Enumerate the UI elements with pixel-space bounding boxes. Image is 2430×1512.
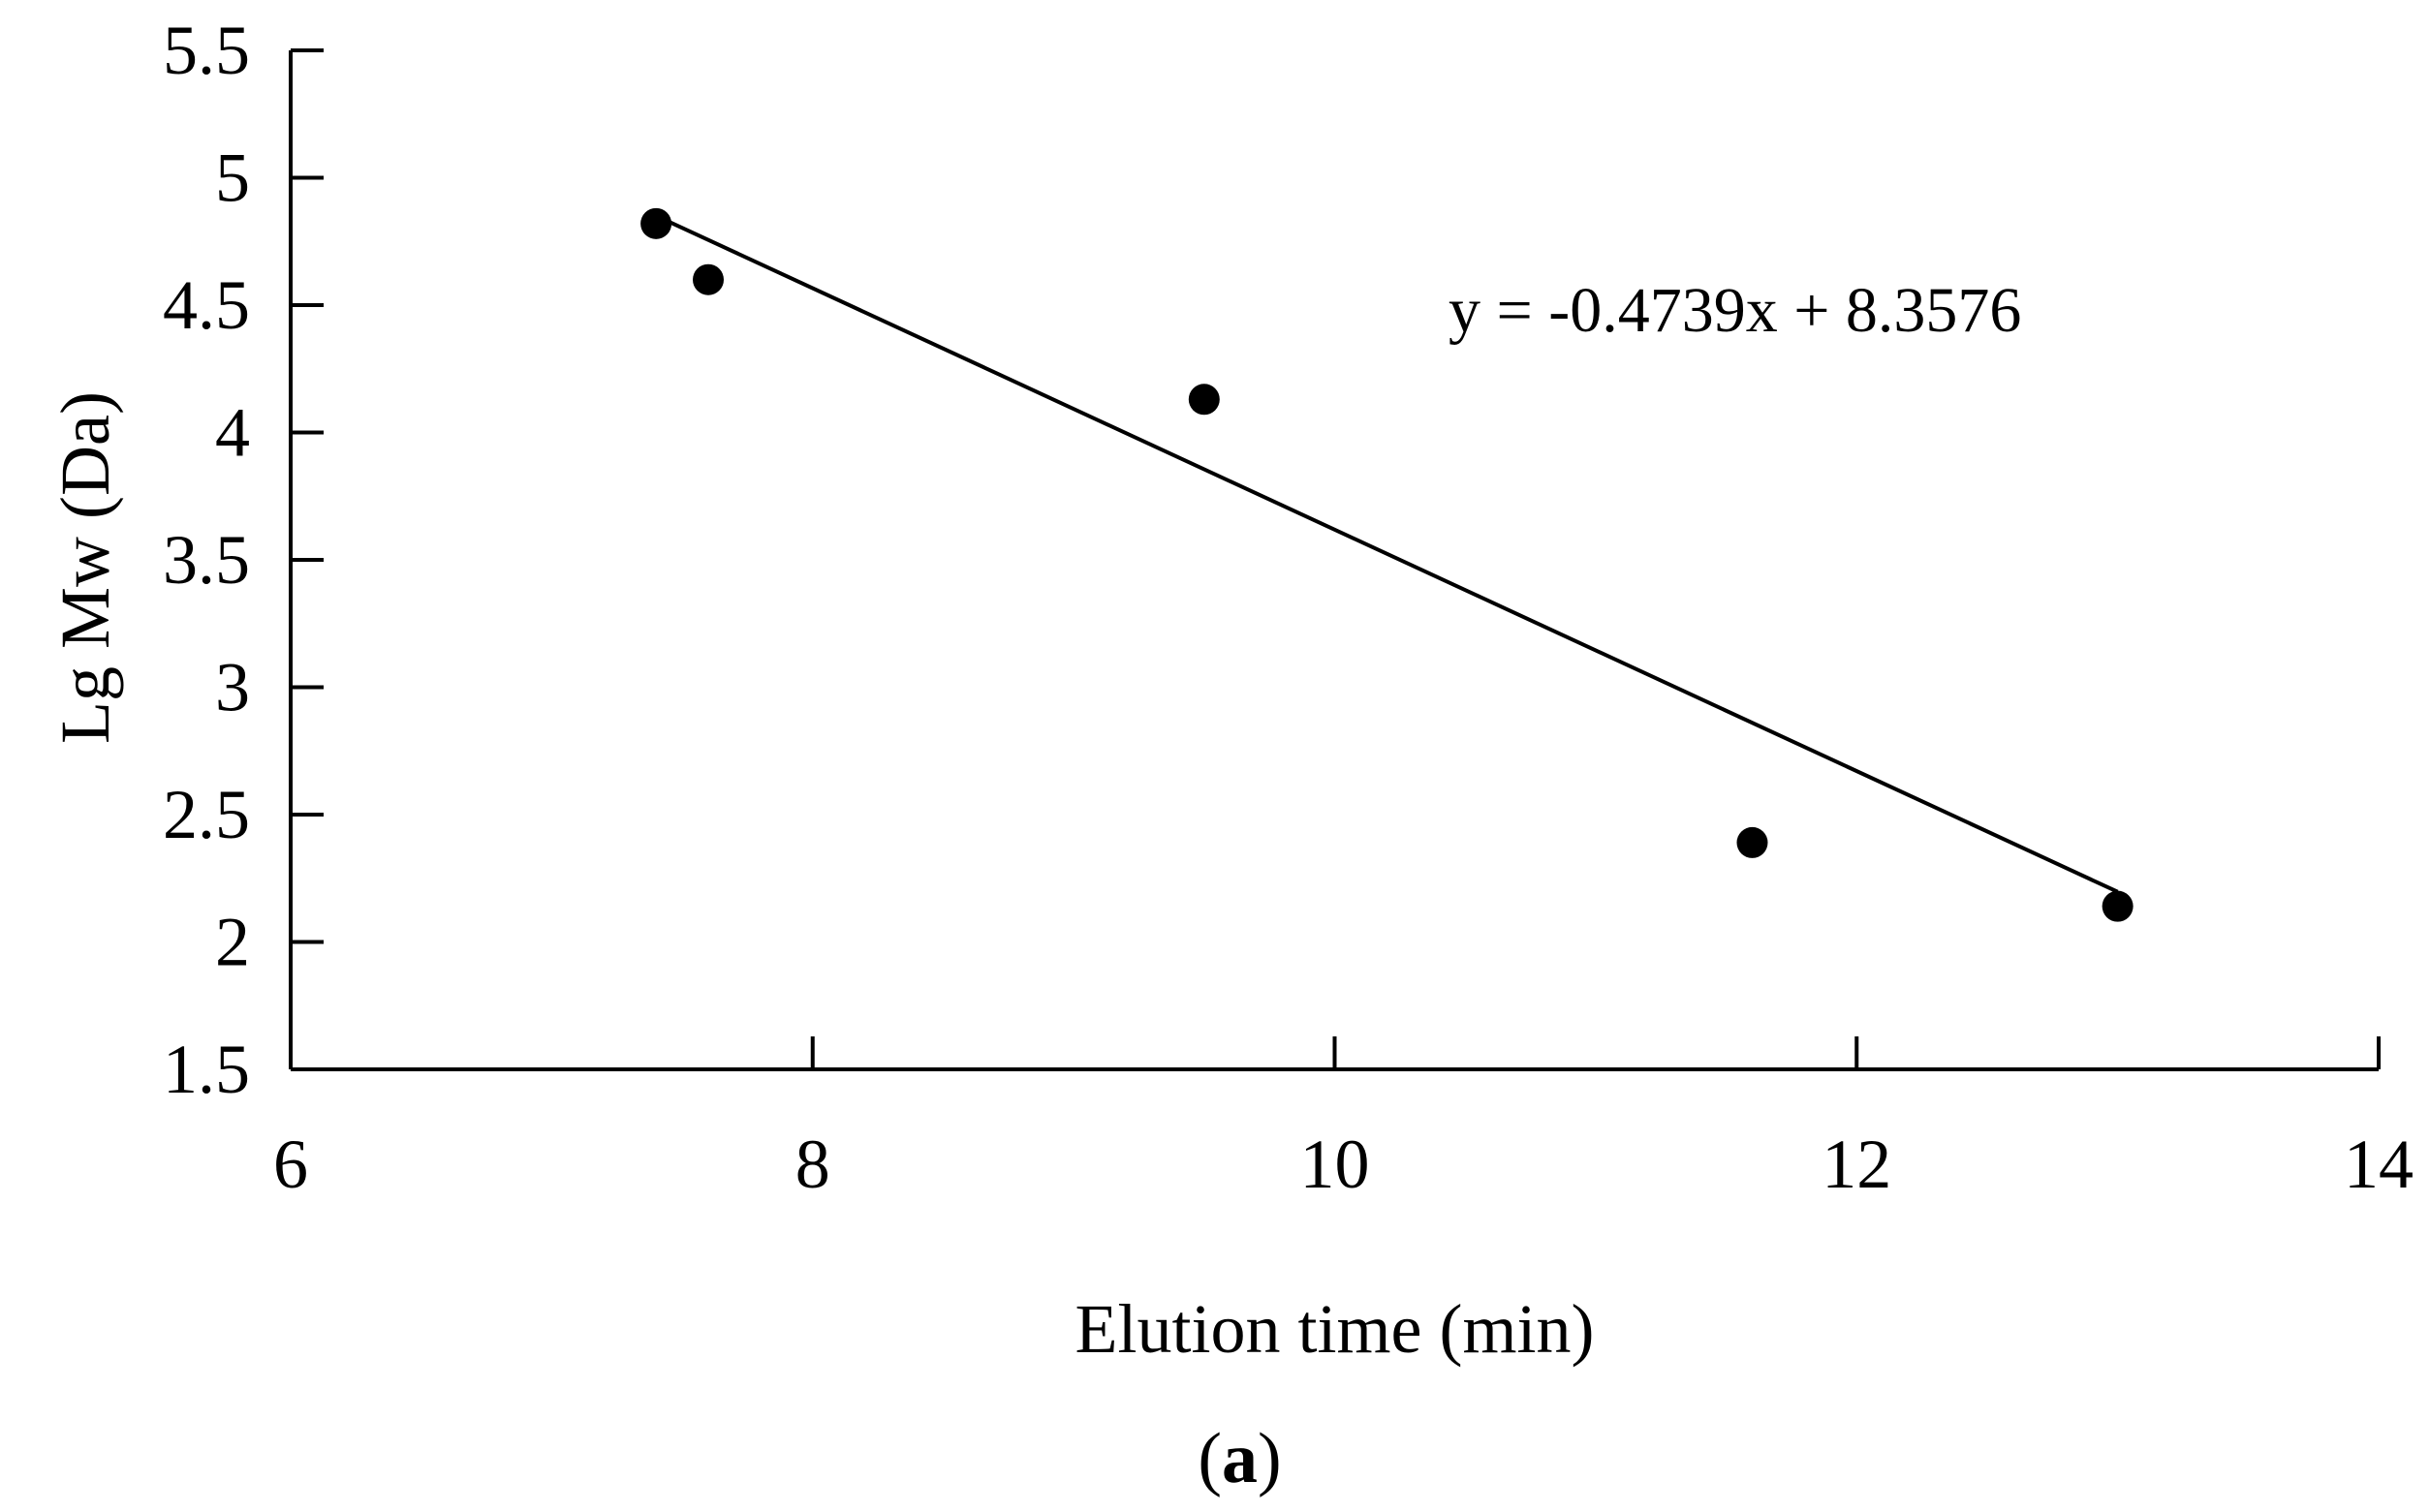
y-tick-label: 5.5 — [163, 12, 250, 89]
data-point — [640, 207, 672, 239]
panel-label-close: ) — [1258, 1419, 1282, 1498]
x-tick-label: 12 — [1822, 1126, 1891, 1203]
y-tick-label: 4.5 — [163, 266, 250, 344]
y-axis-ticks: 1.5 2 2.5 3 3.5 4 4.5 5 5.5 — [163, 12, 324, 1108]
data-point — [1188, 384, 1220, 416]
y-tick-label: 1.5 — [163, 1031, 250, 1108]
x-tick-label: 14 — [2344, 1126, 2414, 1203]
x-axis-ticks: 6 8 10 12 14 — [273, 1036, 2414, 1203]
y-tick-label: 3 — [215, 649, 250, 726]
y-tick-label: 2 — [215, 904, 250, 981]
x-tick-label: 10 — [1300, 1126, 1370, 1203]
panel-label: (a) — [1198, 1419, 1281, 1498]
y-tick-label: 4 — [215, 394, 250, 472]
trendline-equation: y = -0.4739x + 8.3576 — [1449, 275, 2021, 346]
data-point — [1736, 826, 1768, 858]
y-tick-label: 3.5 — [163, 521, 250, 599]
data-points — [640, 207, 2134, 922]
x-tick-label: 8 — [795, 1126, 830, 1203]
trendline — [655, 213, 2119, 894]
panel-label-open: ( — [1198, 1419, 1222, 1498]
trendline-group — [655, 213, 2119, 894]
x-axis-title: Elution time (min) — [1075, 1290, 1595, 1368]
data-point — [2102, 890, 2134, 922]
data-point — [693, 263, 724, 295]
y-axis-title: Lg Mw (Da) — [47, 391, 124, 744]
y-tick-label: 2.5 — [163, 776, 250, 853]
panel-label-letter: a — [1222, 1419, 1258, 1498]
axes — [289, 50, 2379, 1071]
y-tick-label: 5 — [215, 139, 250, 217]
x-tick-label: 6 — [273, 1126, 308, 1203]
